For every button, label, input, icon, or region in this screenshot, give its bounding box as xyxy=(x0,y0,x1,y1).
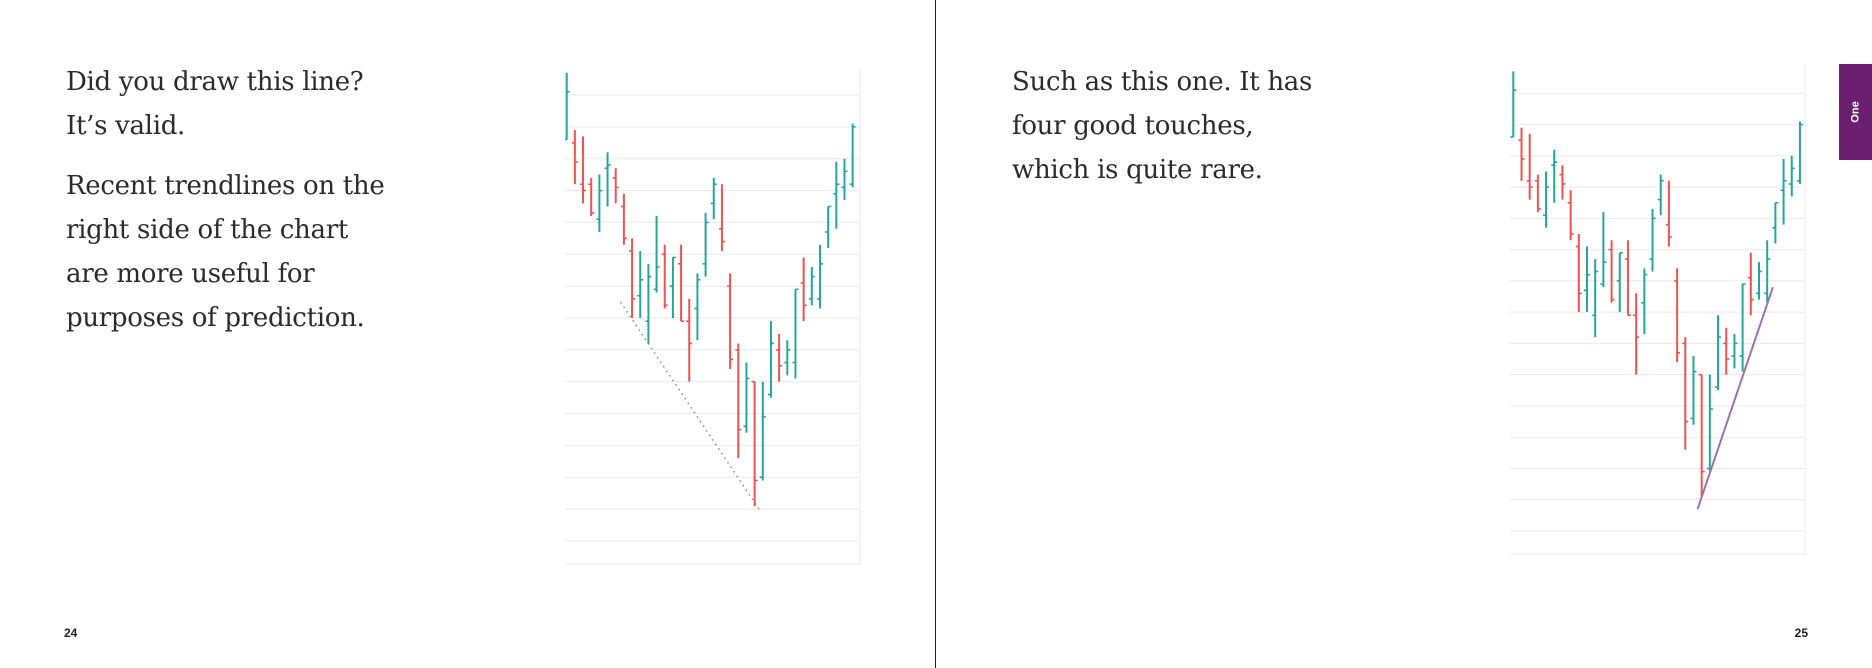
ohlc-bar xyxy=(1592,259,1599,338)
ohlc-bar xyxy=(735,343,742,459)
ohlc-bar xyxy=(816,244,823,309)
ohlc-bar xyxy=(1764,240,1771,303)
ohlc-bar xyxy=(1575,233,1582,313)
ohlc-bar xyxy=(1649,208,1656,272)
ohlc-bar xyxy=(1641,268,1648,335)
ohlc-bar xyxy=(669,256,676,318)
ohlc-bar xyxy=(1747,252,1754,316)
ohlc-bar xyxy=(1665,180,1672,247)
ohlc-bar xyxy=(1526,133,1533,200)
ohlc-bar xyxy=(800,257,807,322)
ohlc-bar xyxy=(1731,334,1738,369)
ohlc-chart-right xyxy=(1510,65,1806,555)
ohlc-bar xyxy=(792,288,799,379)
ohlc-bar xyxy=(588,177,595,217)
ohlc-bar xyxy=(1657,174,1664,216)
ohlc-chart-left xyxy=(565,67,861,565)
ohlc-bar xyxy=(784,340,791,376)
ohlc-bar xyxy=(653,216,660,293)
ohlc-bar xyxy=(661,244,668,309)
right-body-text: Such as this one. It has four good touch… xyxy=(1012,60,1392,208)
ohlc-bar xyxy=(1551,149,1558,203)
ohlc-bar xyxy=(718,184,725,252)
ohlc-bar xyxy=(580,136,587,204)
left-body-text: Did you draw this line? It’s valid. Rece… xyxy=(66,60,446,356)
ohlc-bar xyxy=(743,362,750,433)
ohlc-bar xyxy=(1756,262,1762,300)
ohlc-bar xyxy=(604,152,611,207)
ohlc-bar xyxy=(776,333,783,382)
ohlc-bar xyxy=(702,212,709,277)
ohlc-bar xyxy=(1796,121,1803,184)
ohlc-bar xyxy=(833,161,840,229)
chapter-tab[interactable]: One xyxy=(1839,64,1872,160)
left-page: Did you draw this line? It’s valid. Rece… xyxy=(0,0,935,668)
ohlc-bar xyxy=(1616,251,1623,313)
right-page: Such as this one. It has four good touch… xyxy=(936,0,1872,668)
ohlc-bar xyxy=(1772,201,1779,244)
ohlc-bar xyxy=(1690,355,1697,425)
ohlc-bar xyxy=(645,263,652,344)
ohlc-bar xyxy=(759,381,766,481)
ohlc-bar xyxy=(686,298,693,382)
ohlc-bar xyxy=(825,205,832,248)
paragraph: Recent trendlines on the right side of t… xyxy=(66,171,385,333)
ohlc-bar xyxy=(1600,212,1607,288)
ohlc-bar xyxy=(629,238,636,318)
spine-divider xyxy=(935,0,936,668)
ohlc-bar xyxy=(849,123,856,188)
ohlc-bar xyxy=(1739,283,1746,372)
ohlc-bar xyxy=(1534,174,1541,213)
trendline xyxy=(619,301,762,513)
ohlc-bar xyxy=(841,158,848,201)
ohlc-bar xyxy=(1788,155,1795,197)
ohlc-bar xyxy=(565,72,570,141)
ohlc-bar xyxy=(637,251,644,318)
paragraph: Did you draw this line? It’s valid. xyxy=(66,67,364,141)
ohlc-bar xyxy=(727,273,734,369)
ohlc-bar xyxy=(1698,373,1705,497)
ohlc-bar xyxy=(571,130,578,185)
ohlc-bar xyxy=(808,267,815,306)
ohlc-bar xyxy=(1584,246,1591,313)
page-number: 24 xyxy=(64,626,78,640)
ohlc-bar xyxy=(1510,71,1517,138)
ohlc-bar xyxy=(678,244,685,322)
ohlc-bar xyxy=(1559,165,1566,200)
ohlc-bar xyxy=(1706,374,1713,472)
ohlc-bar xyxy=(1682,337,1689,450)
chapter-tab-label: One xyxy=(1849,101,1862,123)
ohlc-bar xyxy=(596,174,603,232)
ohlc-bar xyxy=(620,193,627,245)
ohlc-bar xyxy=(1608,240,1615,303)
ohlc-bar xyxy=(1624,240,1631,317)
page-number: 25 xyxy=(1794,626,1808,640)
ohlc-bar xyxy=(1780,158,1787,225)
ohlc-bar xyxy=(767,321,774,398)
ohlc-bar xyxy=(710,177,717,220)
ohlc-bar xyxy=(1567,190,1574,241)
ohlc-bar xyxy=(751,380,758,506)
ohlc-bar xyxy=(1518,127,1525,181)
ohlc-bar xyxy=(1674,268,1681,363)
ohlc-bar xyxy=(1633,293,1640,375)
ohlc-bar xyxy=(1715,315,1722,391)
ohlc-bar xyxy=(1543,171,1550,228)
paragraph: Such as this one. It has four good touch… xyxy=(1012,67,1313,185)
ohlc-bar xyxy=(1723,327,1730,375)
trendline xyxy=(1696,286,1774,510)
ohlc-bar xyxy=(612,168,619,204)
ohlc-bar xyxy=(694,273,701,341)
